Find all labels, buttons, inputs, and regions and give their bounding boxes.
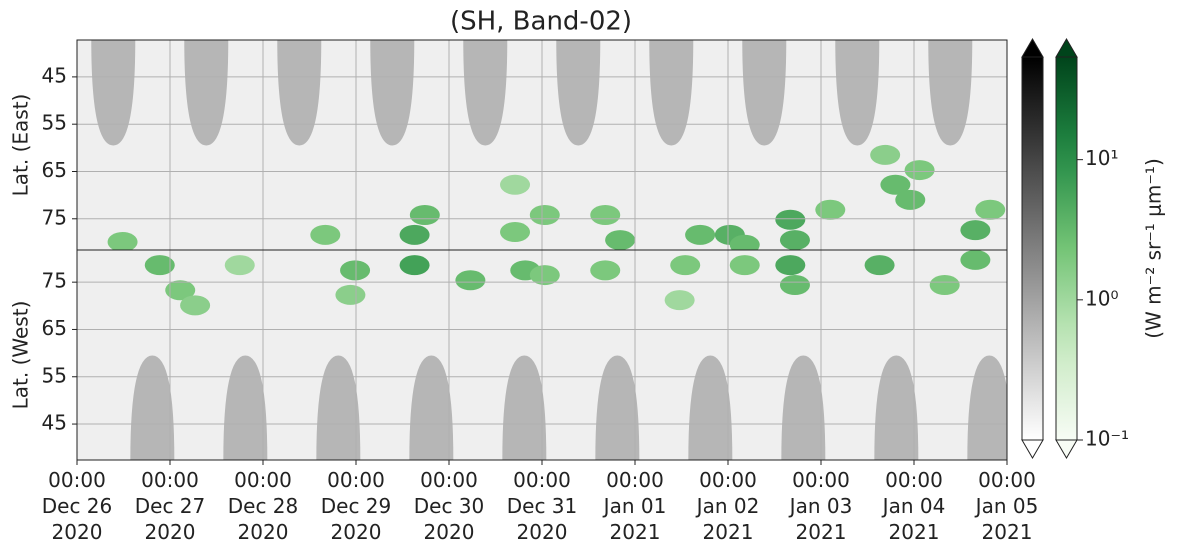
x-tick-label: 00:00 Jan 02 2021 xyxy=(696,468,760,544)
cell xyxy=(729,234,760,250)
dark-region xyxy=(223,355,268,460)
colorbar-extend xyxy=(1055,38,1078,58)
cell xyxy=(779,275,810,295)
cell xyxy=(500,174,531,195)
cell xyxy=(864,255,895,276)
cell xyxy=(664,290,695,311)
colorbar-tick-label: 10⁻¹ xyxy=(1085,427,1129,451)
dark-region xyxy=(91,40,136,146)
dark-region xyxy=(595,355,640,460)
cell xyxy=(895,189,926,210)
dark-region xyxy=(928,40,973,146)
cell xyxy=(409,205,440,225)
dark-region xyxy=(649,40,694,146)
cell xyxy=(605,230,636,250)
cell xyxy=(399,255,430,276)
y-tick-label: 45 xyxy=(42,411,67,435)
cell xyxy=(870,144,901,165)
cell xyxy=(880,174,911,195)
x-tick-label: 00:00 Dec 31 2020 xyxy=(506,468,578,544)
x-tick-label: 00:00 Dec 26 2020 xyxy=(41,468,113,544)
cell xyxy=(960,250,991,270)
cell xyxy=(340,260,371,281)
dark-region xyxy=(277,40,322,146)
cell xyxy=(779,230,810,250)
y-tick-label: 75 xyxy=(42,269,67,293)
y-tick-label: 45 xyxy=(42,63,67,87)
y-tick-label: 65 xyxy=(42,316,67,340)
colorbar-extend xyxy=(1021,38,1044,58)
y-tick-label: 75 xyxy=(42,205,67,229)
dark-region xyxy=(184,40,229,146)
y-tick-label: 55 xyxy=(42,111,67,135)
cell xyxy=(224,255,255,276)
x-tick-label: 00:00 Jan 01 2021 xyxy=(603,468,667,544)
dark-region xyxy=(874,355,919,460)
dark-region xyxy=(742,40,787,146)
cell xyxy=(529,205,560,225)
x-tick-label: 00:00 Dec 29 2020 xyxy=(320,468,392,544)
cell xyxy=(975,199,1006,220)
dark-region xyxy=(463,40,508,146)
cell xyxy=(310,224,341,245)
colorbar xyxy=(1021,56,1044,441)
cell xyxy=(144,255,175,276)
y-tick-label: 65 xyxy=(42,158,67,182)
x-tick-label: 00:00 Dec 28 2020 xyxy=(227,468,299,544)
chart-title: (SH, Band-02) xyxy=(450,7,632,37)
colorbar-tick-label: 10¹ xyxy=(1085,146,1118,170)
cell xyxy=(904,160,935,181)
y-axis-label: Lat. (West) xyxy=(9,301,33,410)
y-tick-label: 55 xyxy=(42,363,67,387)
cell xyxy=(500,222,531,243)
dark-region xyxy=(967,355,1007,460)
panel xyxy=(77,250,1007,460)
colorbar-extend xyxy=(1021,439,1044,459)
dark-region xyxy=(781,355,826,460)
cell xyxy=(399,224,430,245)
dark-region xyxy=(316,355,361,460)
y-axis-label: Lat. (East) xyxy=(9,94,33,197)
cell xyxy=(815,199,846,220)
x-tick-label: 00:00 Dec 27 2020 xyxy=(134,468,206,544)
cell xyxy=(670,255,701,276)
colorbar-extend xyxy=(1055,439,1078,459)
cell xyxy=(775,255,806,276)
cell xyxy=(590,260,621,281)
dark-region xyxy=(556,40,601,146)
dark-region xyxy=(835,40,880,146)
x-tick-label: 00:00 Jan 03 2021 xyxy=(789,468,853,544)
x-tick-label: 00:00 Dec 30 2020 xyxy=(413,468,485,544)
cell xyxy=(529,265,560,286)
cell xyxy=(335,284,366,305)
cell xyxy=(685,224,716,245)
x-tick-label: 00:00 Jan 05 2021 xyxy=(975,468,1039,544)
cell xyxy=(180,295,211,316)
cell xyxy=(165,280,196,301)
cell xyxy=(107,231,138,250)
cell xyxy=(729,255,760,276)
colorbar-label: (W m⁻² sr⁻¹ μm⁻¹) xyxy=(1142,158,1166,339)
dark-region xyxy=(688,355,733,460)
x-tick-label: 00:00 Jan 04 2021 xyxy=(882,468,946,544)
cell xyxy=(775,209,806,230)
dark-region xyxy=(370,40,415,146)
colorbar-tick-label: 10⁰ xyxy=(1085,286,1118,310)
cell xyxy=(455,270,486,291)
cell xyxy=(590,205,621,225)
cell xyxy=(929,275,960,295)
cell xyxy=(960,220,991,241)
dark-region xyxy=(130,355,175,460)
colorbar xyxy=(1055,56,1078,441)
dark-region xyxy=(409,355,454,460)
dark-region xyxy=(502,355,547,460)
